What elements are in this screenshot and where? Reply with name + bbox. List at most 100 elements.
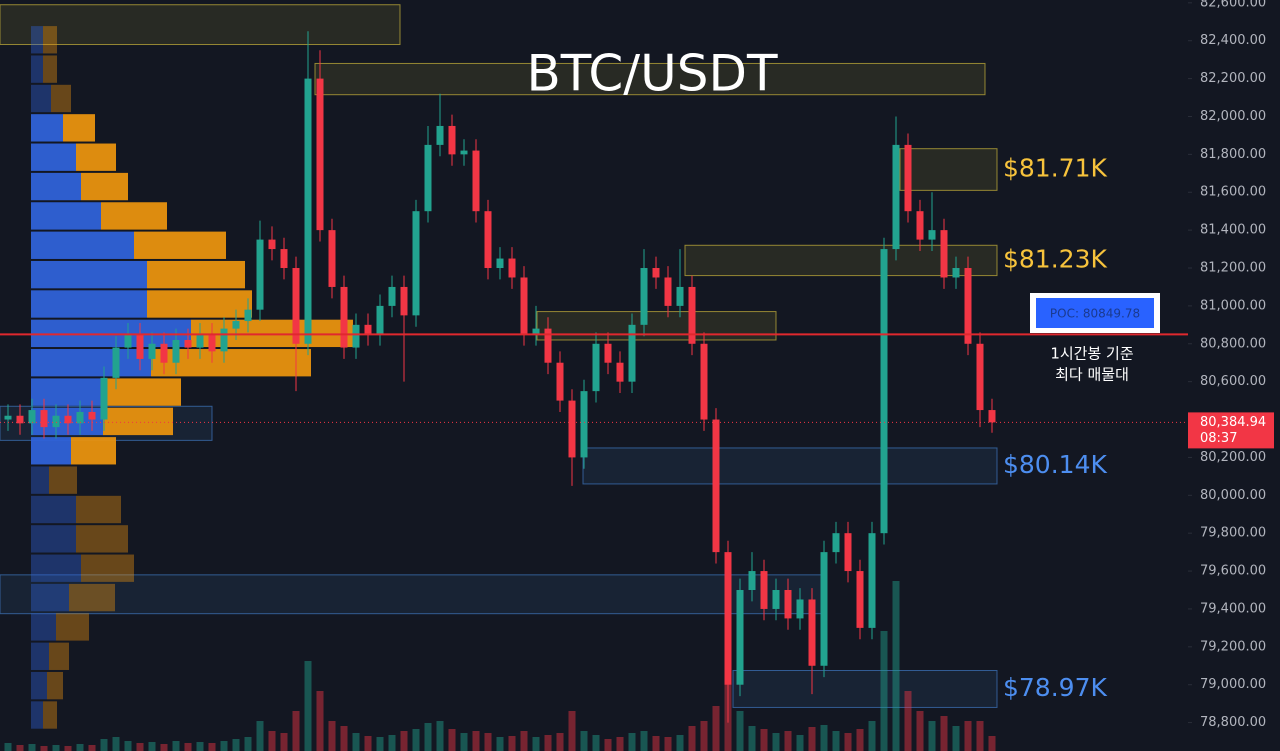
y-tick-label: 80,800.00 xyxy=(1200,336,1266,351)
profile-sell xyxy=(76,495,121,524)
candle-body xyxy=(88,411,96,420)
profile-buy xyxy=(31,143,76,171)
candle-body xyxy=(76,411,84,424)
candle-body xyxy=(628,324,636,382)
volume-bar xyxy=(856,729,864,751)
candle-body xyxy=(808,599,816,666)
candle-body xyxy=(64,415,72,424)
profile-sell xyxy=(49,642,69,670)
volume-bar xyxy=(928,721,936,751)
volume-bar xyxy=(520,731,528,751)
candle-body xyxy=(448,125,456,155)
volume-bar xyxy=(76,744,84,751)
zone xyxy=(684,244,998,277)
volume-bar xyxy=(700,721,708,751)
volume-bar xyxy=(976,721,984,751)
profile-buy xyxy=(31,495,76,524)
y-tick-label: 81,800.00 xyxy=(1200,147,1266,162)
candle-body xyxy=(532,328,540,335)
candle-body xyxy=(28,410,36,424)
profile-sell xyxy=(71,437,116,465)
candle-body xyxy=(568,400,576,458)
candle-body xyxy=(232,321,240,329)
candle-body xyxy=(676,286,684,306)
volume-bar xyxy=(412,729,420,751)
candle-body xyxy=(928,230,936,240)
candle-body xyxy=(328,230,336,287)
zone-label: $80.14K xyxy=(1003,450,1107,479)
zone-label: $78.97K xyxy=(1003,673,1107,702)
zone xyxy=(0,574,823,615)
candle-body xyxy=(700,343,708,420)
volume-bar xyxy=(112,737,120,751)
profile-sell xyxy=(51,84,71,113)
candle-body xyxy=(820,552,828,666)
profile-sell xyxy=(101,202,167,230)
volume-bar xyxy=(424,723,432,751)
profile-buy xyxy=(31,466,49,494)
volume-bar xyxy=(604,739,612,751)
volume-bar xyxy=(544,735,552,751)
candle-body xyxy=(136,334,144,359)
volume-bar xyxy=(448,729,456,751)
profile-buy xyxy=(31,26,43,54)
profile-buy xyxy=(31,642,49,670)
y-tick-label: 82,000.00 xyxy=(1200,109,1266,124)
zone xyxy=(536,311,777,341)
volume-bar xyxy=(784,731,792,751)
volume-bar xyxy=(352,733,360,751)
volume-bar xyxy=(388,735,396,751)
profile-sell xyxy=(43,701,57,729)
candle-body xyxy=(772,590,780,609)
candle-body xyxy=(280,249,288,269)
candle-body xyxy=(340,286,348,348)
volume-bar xyxy=(124,741,132,751)
y-tick-label: 81,600.00 xyxy=(1200,185,1266,200)
candle-body xyxy=(748,571,756,591)
volume-bar xyxy=(592,735,600,751)
y-tick-label: 78,800.00 xyxy=(1200,715,1266,730)
profile-buy xyxy=(31,554,81,582)
profile-buy xyxy=(31,671,47,700)
candle-body xyxy=(424,144,432,212)
chart-title: BTC/USDT xyxy=(526,45,778,103)
candle-body xyxy=(484,211,492,269)
candle-body xyxy=(964,268,972,344)
candle-body xyxy=(52,415,60,428)
candle-body xyxy=(832,533,840,553)
candle-body xyxy=(160,343,168,363)
candle-body xyxy=(784,590,792,619)
candle-body xyxy=(124,334,132,348)
last-price-time: 08:37 xyxy=(1200,431,1237,446)
profile-sell xyxy=(103,378,181,406)
profile-buy xyxy=(31,55,43,83)
poc-label: POC: 80849.78 xyxy=(1050,307,1140,321)
volume-bar xyxy=(460,733,468,751)
volume-bar xyxy=(256,721,264,751)
profile-buy xyxy=(31,613,56,641)
volume-bar xyxy=(880,631,888,751)
candle-body xyxy=(352,324,360,348)
candle-body xyxy=(184,339,192,348)
candle-body xyxy=(868,533,876,628)
zone xyxy=(314,62,986,96)
profile-buy xyxy=(31,583,69,612)
volume-bar xyxy=(64,746,72,751)
volume-bar xyxy=(100,739,108,751)
zone xyxy=(0,4,401,46)
profile-buy xyxy=(31,114,63,142)
profile-buy xyxy=(31,378,103,406)
y-tick-label: 81,000.00 xyxy=(1200,298,1266,313)
volume-bar xyxy=(232,739,240,751)
profile-sell xyxy=(134,231,226,259)
volume-bar xyxy=(52,745,60,751)
profile-sell xyxy=(147,290,252,318)
candle-body xyxy=(268,239,276,250)
candle-body xyxy=(760,571,768,609)
volume-bar xyxy=(676,735,684,751)
volume-bar xyxy=(316,691,324,751)
candle-body xyxy=(292,268,300,344)
candle-body xyxy=(952,268,960,278)
volume-bar xyxy=(376,737,384,751)
